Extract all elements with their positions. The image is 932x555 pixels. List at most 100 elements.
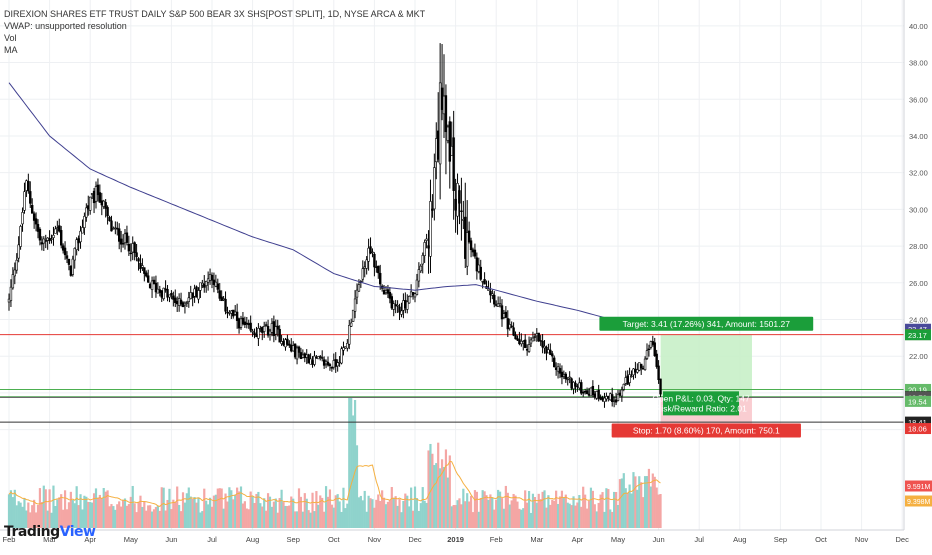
candle-body (498, 303, 502, 306)
price-tag: 19.54 (908, 397, 927, 406)
candle-body (452, 137, 455, 191)
candle-body (578, 382, 581, 389)
ma-indicator-label[interactable]: MA (4, 45, 18, 55)
candle-body (203, 283, 206, 288)
candle-body (645, 350, 649, 359)
price-tick-label: 28.00 (909, 242, 928, 251)
candle-body (272, 321, 276, 336)
price-tick-label: 38.00 (909, 59, 928, 68)
candle-body (266, 325, 270, 336)
volume-bar (46, 510, 49, 528)
candle-body (309, 358, 312, 365)
volume-bar (645, 476, 649, 528)
volume-bar (344, 508, 347, 528)
volume-bar (620, 478, 623, 528)
volume-bar (638, 476, 641, 528)
candle-body (129, 252, 132, 255)
candle-body (566, 378, 569, 381)
candle-body (581, 392, 585, 394)
volume-bar (265, 510, 268, 528)
candle-body (270, 323, 274, 333)
volume-bar (222, 508, 225, 528)
candle-body (58, 225, 61, 232)
volume-bar (450, 506, 453, 528)
volume-bar (149, 505, 152, 528)
candle-body (59, 230, 63, 246)
candle-body (332, 360, 335, 368)
candle-body (87, 205, 90, 210)
volume-bar (605, 488, 608, 528)
volume-bar (545, 507, 548, 528)
candle-body (506, 318, 509, 330)
time-tick-label: 2019 (447, 535, 464, 544)
price-tag-bg (905, 416, 931, 428)
candle-body (525, 348, 529, 351)
volume-bar (408, 506, 411, 528)
candle-body (552, 357, 556, 368)
volume-bar (241, 503, 245, 528)
candle-body (609, 393, 612, 401)
logo-part1: Trading (4, 524, 60, 540)
volume-bar (191, 498, 194, 528)
candle-body (406, 301, 409, 310)
volume-bar (522, 508, 525, 528)
candle-body (469, 240, 473, 251)
volume-bar (319, 495, 322, 528)
candle-body (61, 245, 65, 251)
symbol-title[interactable]: DIREXION SHARES ETF TRUST DAILY S&P 500 … (4, 9, 426, 19)
volume-bar (466, 493, 469, 528)
candle-body (29, 191, 32, 204)
candle-body (597, 389, 600, 399)
time-tick-label: Mar (530, 535, 543, 544)
candle-body (228, 312, 231, 314)
volume-bar (649, 486, 652, 528)
candle-body (346, 343, 349, 349)
candle-body (67, 258, 71, 265)
volume-bar (622, 473, 625, 528)
candle-body (69, 265, 73, 276)
volume-bar (21, 506, 24, 528)
candle-body (564, 373, 568, 380)
vol-indicator-label[interactable]: Vol (4, 33, 17, 43)
candle-body (276, 325, 279, 330)
candle-body (148, 283, 152, 289)
volume-bar (201, 511, 204, 528)
volume-bar (286, 506, 289, 528)
volume-bar (94, 488, 98, 528)
volume-bar (141, 506, 144, 528)
candle-body (286, 338, 289, 345)
volume-bar (172, 499, 175, 528)
vwap-indicator-label[interactable]: VWAP: unsupported resolution (4, 21, 127, 31)
volume-bar (483, 491, 486, 528)
volume-bar (375, 499, 378, 528)
volume-bar (121, 500, 125, 528)
volume-bar (164, 510, 167, 528)
candle-body (433, 167, 436, 210)
volume-bar (295, 511, 299, 528)
volume-bar (587, 500, 591, 528)
candle-body (425, 238, 428, 241)
volume-bar (452, 505, 455, 528)
volume-bar (83, 495, 86, 528)
candle-body (85, 207, 88, 218)
volume-bar (562, 497, 565, 528)
candle-body (326, 361, 330, 366)
candle-body (212, 279, 216, 285)
time-tick-label: Nov (368, 535, 382, 544)
volume-bar (276, 512, 279, 528)
volume-bar (54, 506, 57, 528)
candle-body (510, 325, 513, 328)
candle-body (235, 311, 239, 321)
candle-body (224, 298, 227, 312)
candle-body (357, 284, 361, 292)
candle-body (288, 343, 291, 346)
candle-body (201, 282, 204, 286)
time-tick-label: Dec (408, 535, 422, 544)
volume-bar (129, 496, 132, 528)
candle-body (612, 400, 616, 402)
price-tag: 23.17 (908, 331, 927, 340)
candle-body (291, 345, 295, 352)
candle-body (139, 262, 142, 270)
